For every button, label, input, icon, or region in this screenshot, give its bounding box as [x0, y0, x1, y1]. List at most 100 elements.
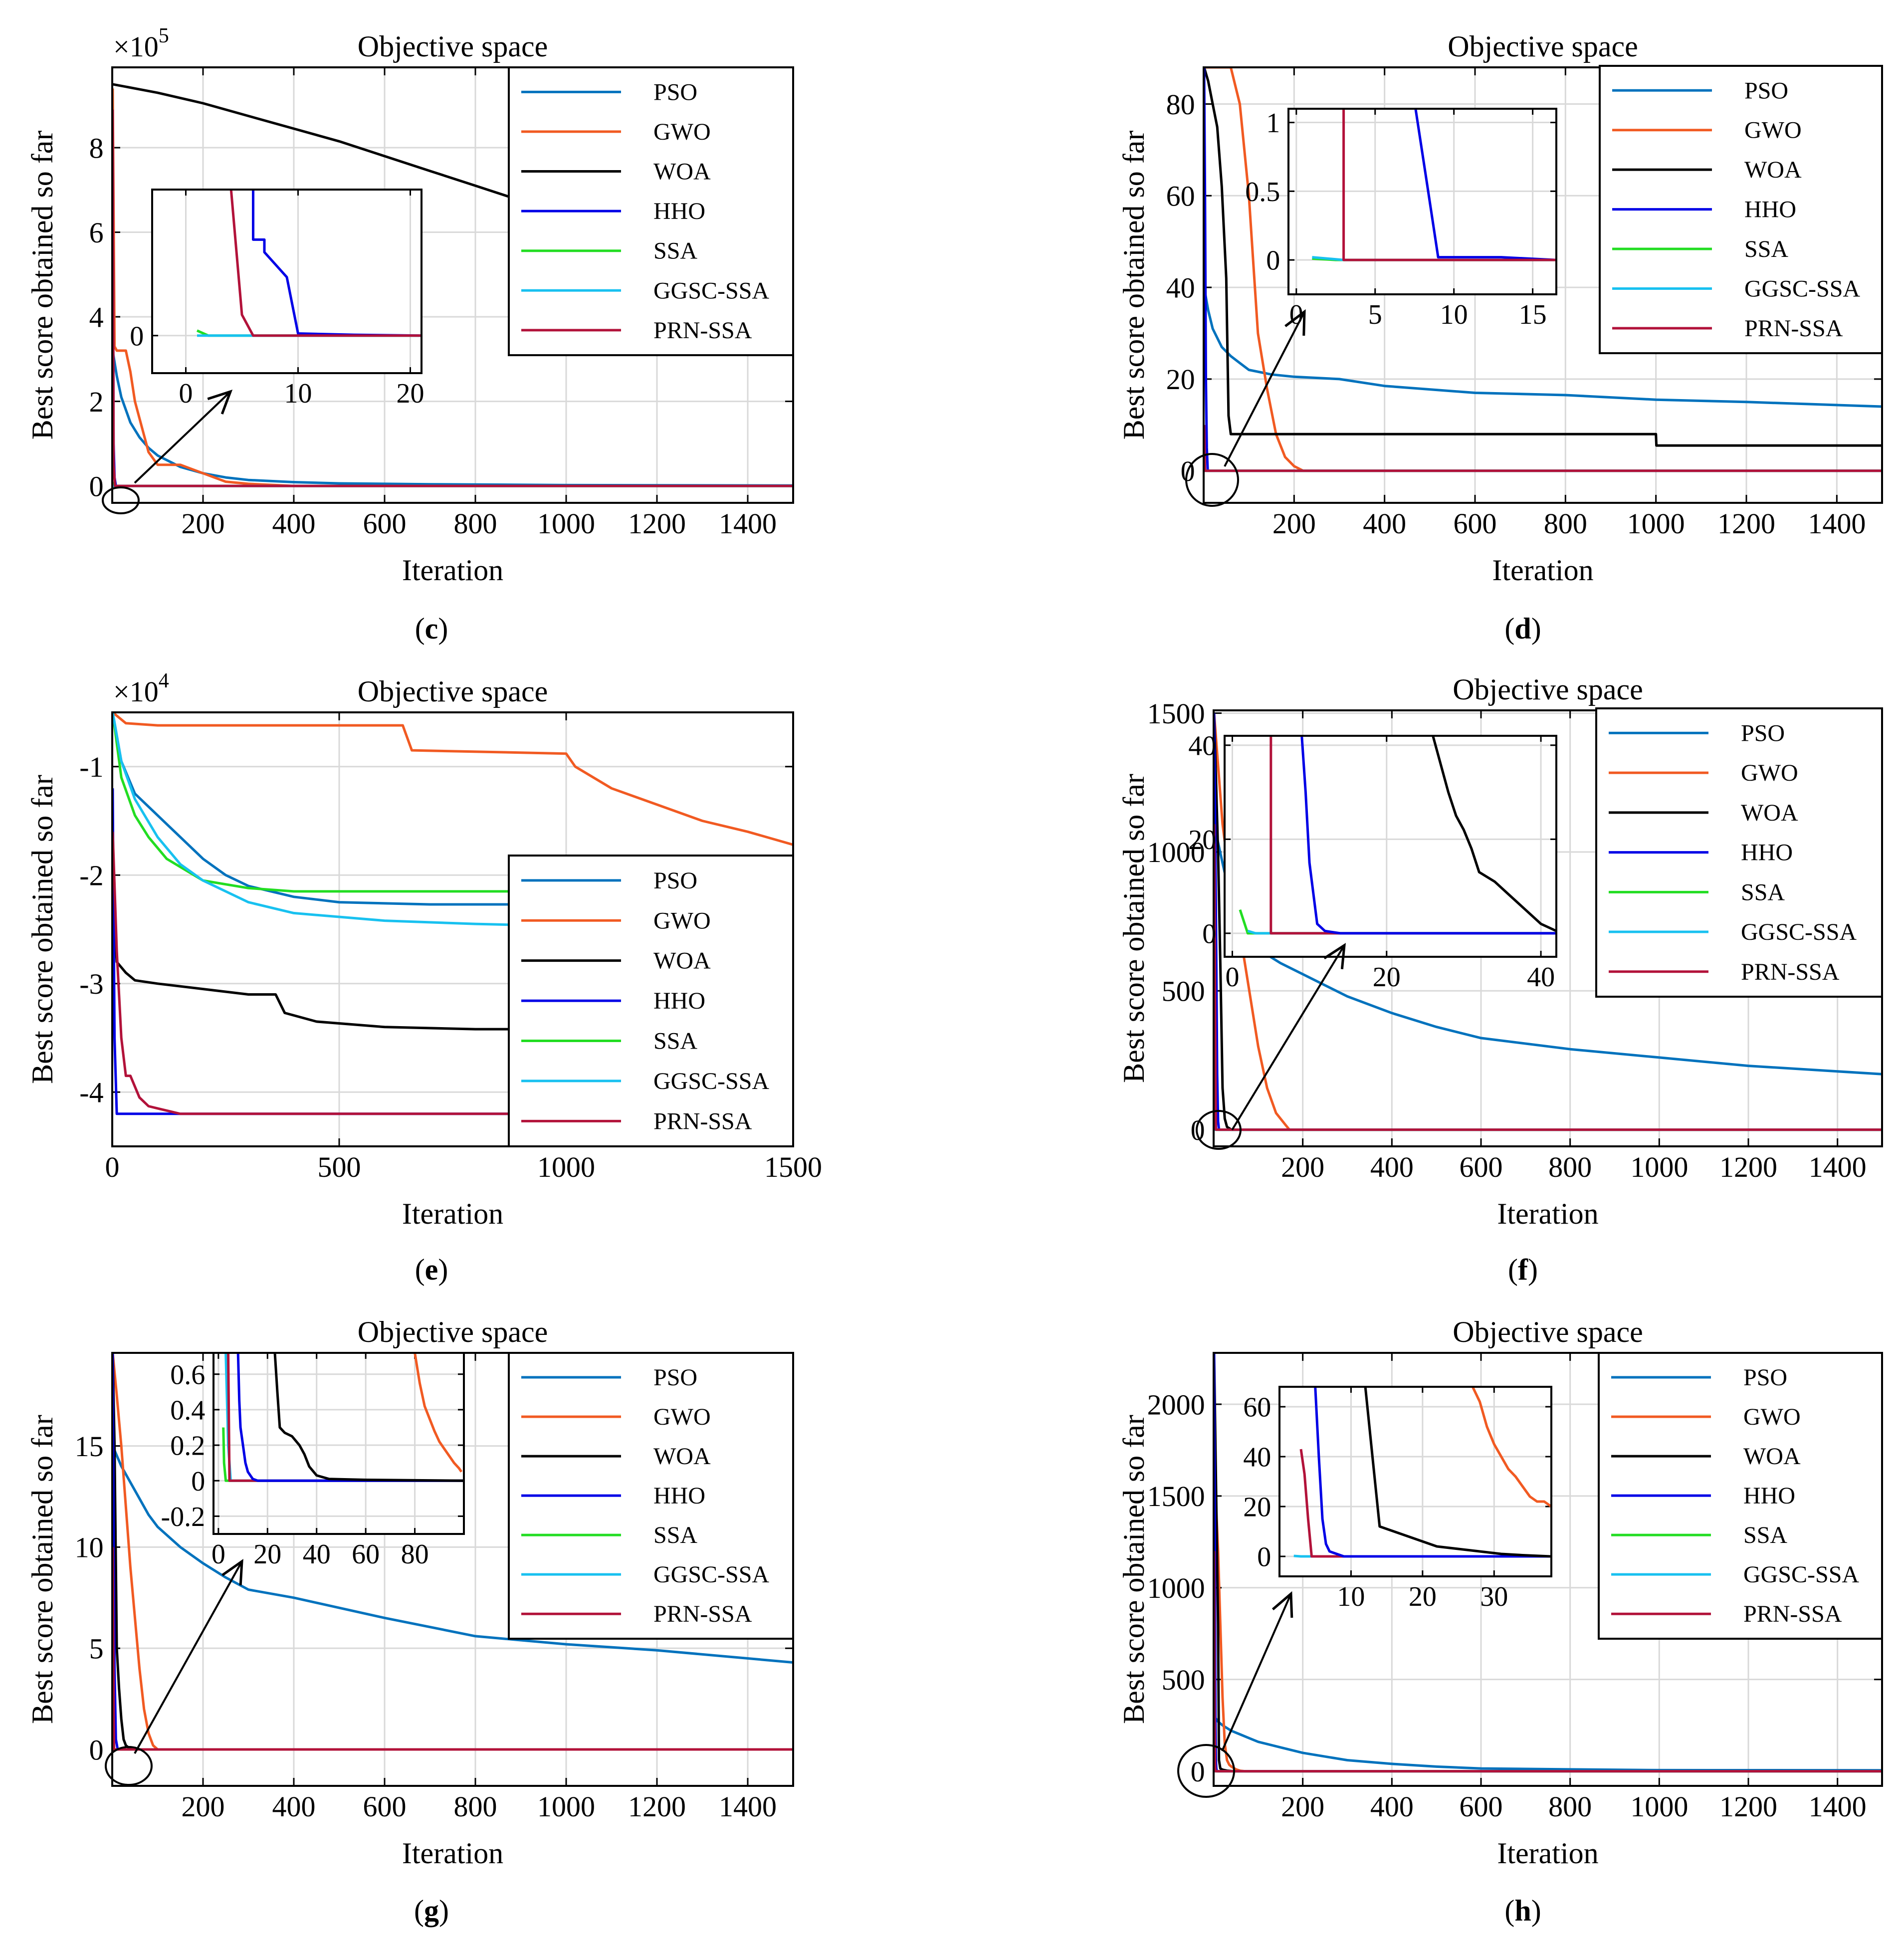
inset-frame	[1224, 735, 1557, 958]
inset-h-ytick-label: 40	[1243, 1442, 1271, 1473]
legend-label: SSA	[1743, 1522, 1787, 1548]
inset-g-ytick-label: -0.2	[161, 1502, 206, 1532]
panel-caption: (d)	[1504, 612, 1541, 645]
y-axis-label: Best score obtained so far	[1117, 1415, 1150, 1724]
legend-label: GWO	[653, 1404, 711, 1430]
inset-g-series-woa	[273, 1353, 464, 1482]
inset-h-ytick-label: 0	[1257, 1542, 1271, 1573]
panel-e-series-gwo	[112, 712, 793, 846]
chart-panel-d: 200 400 600 800 1000 1200 1400 0 20 40 60 80 Objecti…	[1117, 30, 1883, 645]
inset-g-ytick-label: 0.4	[170, 1395, 205, 1426]
panel-d-series-woa	[1204, 67, 1882, 447]
legend-label: PSO	[1744, 77, 1788, 104]
legend-label: SSA	[653, 238, 697, 264]
panel-c-ytick-label: 6	[89, 216, 104, 249]
panel-h-xtick-label: 400	[1370, 1790, 1414, 1823]
inset-h-xtick-label: 10	[1337, 1581, 1365, 1612]
chart-title: Objective space	[1453, 1315, 1643, 1348]
panel-h-xtick-label: 800	[1548, 1790, 1592, 1823]
inset-h-series-woa	[1364, 1387, 1551, 1558]
legend-label: WOA	[653, 948, 711, 974]
chart-panel-h: 200 400 600 800 1000 1200 14000500100015002000…	[1117, 1315, 1883, 1927]
caption-paren: (	[415, 1253, 425, 1286]
panel-c-ytick-label: 0	[89, 470, 104, 502]
panel-c-xtick-label: 800	[454, 507, 497, 540]
panel-f-ytick-label: 1500	[1147, 697, 1205, 730]
legend-label: SSA	[1744, 236, 1788, 262]
panel-h-series-pso	[1214, 1715, 1882, 1772]
x-axis-label: Iteration	[402, 1197, 503, 1230]
zoom-arrow-line	[1224, 311, 1305, 467]
caption-letter: h	[1514, 1894, 1531, 1927]
caption-letter: d	[1514, 612, 1531, 645]
inset-g-series-gwo	[414, 1353, 463, 1473]
y-axis-label: Best score obtained so far	[1117, 131, 1150, 440]
panel-f-xtick-label: 1000	[1630, 1151, 1688, 1183]
panel-e-ytick-label: -3	[79, 968, 103, 1000]
inset-area	[213, 1353, 464, 1534]
inset-h-xtick-label: 30	[1480, 1581, 1508, 1612]
panel-c-ytick-label: 8	[89, 132, 104, 164]
inset-f-xtick-label: 20	[1373, 962, 1401, 993]
inset-d-ytick-label: 0.5	[1245, 177, 1280, 208]
panel-e-xtick-label: 500	[318, 1151, 361, 1183]
panel-c-xtick-label: 1200	[628, 507, 686, 540]
legend-label: HHO	[1741, 840, 1793, 866]
inset-c-xtick-label: 0	[179, 378, 193, 409]
legend-label: PSO	[653, 867, 697, 894]
y-axis-label: Best score obtained so far	[26, 1415, 59, 1724]
zoom-ellipse	[1177, 1744, 1235, 1798]
legend-label: WOA	[1743, 1443, 1801, 1470]
legend-label: WOA	[1741, 800, 1798, 826]
panel-h-xtick-label: 200	[1281, 1790, 1324, 1823]
panel-f-ytick-label: 1000	[1147, 836, 1205, 868]
legend-label: GWO	[1744, 117, 1802, 144]
panel-g-xtick-label: 200	[182, 1790, 225, 1823]
inset-frame	[1278, 1386, 1552, 1577]
legend-label: PSO	[1743, 1364, 1787, 1391]
panel-caption: (h)	[1504, 1894, 1541, 1927]
legend-label: PSO	[1741, 720, 1785, 746]
inset-c-series-prn-ssa	[229, 190, 422, 337]
panel-d-series-pso	[1204, 287, 1882, 408]
legend-label: PSO	[653, 79, 697, 105]
y-axis-label: Best score obtained so far	[1117, 774, 1150, 1083]
legend-label: HHO	[653, 988, 705, 1014]
inset-h-series-gwo	[1471, 1387, 1551, 1508]
panel-e-series-pso	[112, 712, 793, 906]
axis-exponent-label: ×105	[113, 24, 169, 63]
legend-label: GWO	[1743, 1404, 1801, 1430]
zoom-arrow-head	[1284, 309, 1306, 336]
inset-g-ytick-label: 0.6	[170, 1359, 205, 1390]
zoom-ellipse	[102, 486, 140, 514]
inset-d-xtick-label: 15	[1519, 299, 1547, 330]
panel-e-series-ssa	[112, 712, 793, 893]
inset-c-xtick-label: 20	[397, 378, 424, 409]
panel-g-ytick-label: 5	[89, 1632, 104, 1665]
caption-paren: )	[1531, 612, 1541, 645]
legend-label: PRN-SSA	[1744, 315, 1843, 342]
chart-title: Objective space	[1448, 30, 1638, 63]
zoom-arrow-line	[134, 1561, 243, 1754]
legend-label: WOA	[653, 159, 711, 185]
legend-label: HHO	[653, 1483, 705, 1509]
panel-d-ytick-label: 60	[1166, 180, 1195, 213]
panel-h-ytick-label: 1000	[1147, 1572, 1205, 1604]
legend-label: GGSC-SSA	[1744, 275, 1860, 302]
inset-frame	[151, 189, 423, 374]
inset-h-ytick-label: 60	[1243, 1392, 1271, 1423]
legend-label: HHO	[1744, 197, 1796, 223]
inset-g-xtick-label: 80	[401, 1539, 429, 1570]
legend-label: PSO	[653, 1364, 697, 1391]
inset-c-xtick-label: 10	[284, 378, 312, 409]
panel-c-series-gwo	[112, 88, 793, 487]
zoom-arrow-head	[1271, 1591, 1293, 1618]
legend-label: WOA	[1744, 157, 1802, 183]
panel-h-xtick-label: 1400	[1809, 1790, 1867, 1823]
panel-c-xtick-label: 600	[363, 507, 407, 540]
caption-letter: g	[424, 1894, 439, 1927]
inset-f-series-hho	[1300, 736, 1556, 935]
legend-label: GGSC-SSA	[653, 1068, 769, 1094]
panel-h-xtick-label: 1000	[1630, 1790, 1688, 1823]
axis-exponent-label: ×104	[113, 669, 169, 708]
